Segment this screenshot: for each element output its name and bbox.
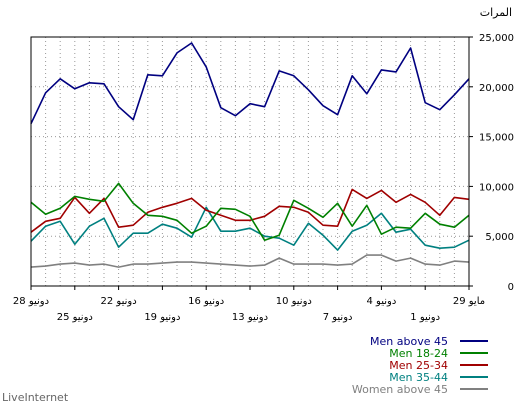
x-tick-label: 19 دونيو <box>144 312 180 323</box>
y-tick-label: 20,000 <box>479 83 514 94</box>
x-tick-label: 1 دونيو <box>410 312 440 323</box>
plot-frame <box>30 36 470 287</box>
y-tick-label: 5,000 <box>485 232 514 243</box>
y-tick-label: 10,000 <box>479 182 514 193</box>
y-tick-label: 25,000 <box>479 33 514 44</box>
x-tick-label: 25 دونيو <box>57 312 93 323</box>
series-lines <box>30 42 470 268</box>
x-axis-ticks: 28 دونيو 22 دونيو 16 دونيو 10 دونيو 4 دونيو 2… <box>13 286 485 323</box>
legend-label: Men above 45 <box>370 335 448 348</box>
x-tick-label: 29 مايو <box>453 296 485 307</box>
series-line-men-25-34 <box>30 188 470 233</box>
x-tick-label: 13 دونيو <box>232 312 268 323</box>
y-axis-label: المرات <box>480 6 512 19</box>
y-axis-ticks: 0 5,000 10,000 15,000 20,000 25,000 <box>469 33 514 293</box>
legend-label: Men 25-34 <box>389 359 448 372</box>
series-line-men-above-45 <box>30 42 470 125</box>
credit-text: LiveInternet <box>2 391 69 404</box>
series-line-women-above-45 <box>30 254 470 268</box>
legend-label: Men 35-44 <box>389 371 448 384</box>
x-tick-label: 22 دونيو <box>101 296 137 307</box>
x-tick-label: 28 دونيو <box>13 296 49 307</box>
series-line-men-18-24 <box>30 182 470 241</box>
y-tick-label: 15,000 <box>479 133 514 144</box>
x-tick-label: 16 دونيو <box>188 296 224 307</box>
x-tick-label: 10 دونيو <box>276 296 312 307</box>
grid <box>31 37 469 286</box>
y-tick-label: 0 <box>508 282 514 293</box>
x-tick-label: 7 دونيو <box>323 312 353 323</box>
series-line-men-35-44 <box>30 206 470 251</box>
legend-label: Women above 45 <box>352 383 448 396</box>
legend-label: Men 18-24 <box>389 347 448 360</box>
x-tick-label: 4 دونيو <box>367 296 397 307</box>
